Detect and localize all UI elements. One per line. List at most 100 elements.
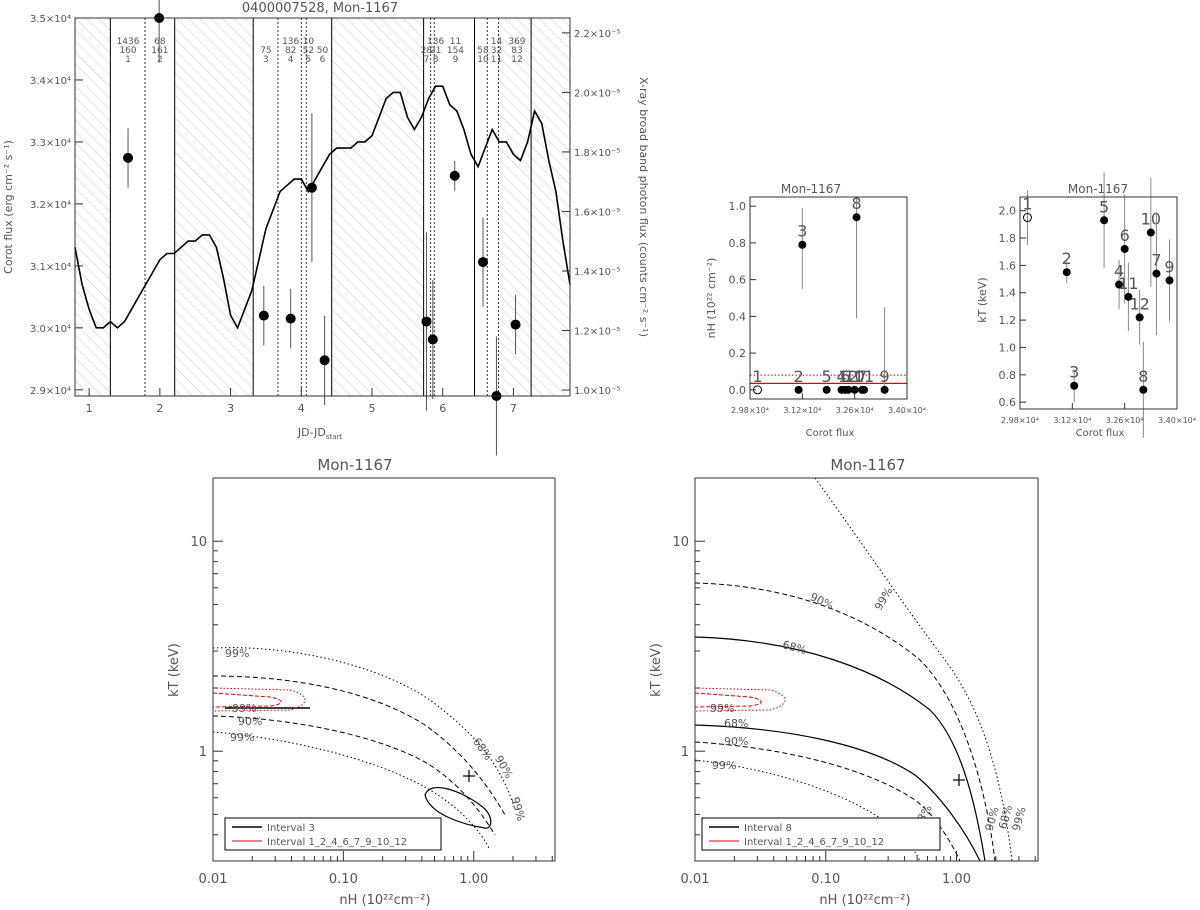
- y-tick-label: 1.0: [729, 200, 747, 213]
- kt-scatter-frame: [1019, 196, 1178, 410]
- contour8-legend: Interval 8 Interval 1_2_4_6_7_9_10_12: [701, 817, 941, 851]
- interval-label-mid: 82: [285, 46, 296, 56]
- y-tick-label: 10: [672, 535, 689, 550]
- point-7: [1152, 269, 1161, 278]
- point-11: [860, 385, 869, 394]
- point-label-10: 10: [844, 367, 864, 386]
- contour8-label-90-top: 90%: [808, 590, 836, 612]
- interval-label-mid: 32: [491, 46, 502, 56]
- y-tick-label: 1: [681, 745, 689, 760]
- contour3-99-upper: [212, 647, 516, 811]
- point-label-3: 3: [797, 222, 807, 241]
- y-tick-label: 0.8: [729, 237, 747, 250]
- point-label-10: 10: [1141, 210, 1161, 229]
- point-label-11: 11: [854, 367, 874, 386]
- contour8-label-90-low: 90%: [724, 735, 748, 748]
- contour3-curves: [212, 647, 516, 851]
- point-label-8: 8: [1138, 367, 1148, 386]
- interval-label-mid: 28: [421, 46, 433, 56]
- contour3-label-90: 90%: [238, 715, 262, 728]
- point-label-6: 6: [1120, 226, 1130, 245]
- kt-scatter-xlabel: Corot flux: [1076, 428, 1125, 439]
- y-tick-label: 10: [190, 535, 207, 550]
- contour8-red-90: [694, 692, 762, 708]
- contour8-xlabel: nH (10²²cm⁻²): [819, 893, 910, 908]
- point-label-12: 12: [1129, 294, 1149, 313]
- point-6: [1120, 244, 1129, 253]
- y-right-tick-label: 1.2×10⁻⁵: [574, 327, 620, 338]
- y-tick-label: 0.2: [729, 347, 747, 360]
- contour3-ylabel: kT (keV): [167, 643, 182, 697]
- contour8-red-curves: [694, 687, 786, 712]
- contour8-legend-item-1: Interval 8: [744, 823, 792, 834]
- point-3: [1070, 381, 1079, 390]
- x-tick-label: 7: [510, 402, 517, 415]
- contour8-label-99-low: 99%: [712, 759, 736, 772]
- x-tick-label: 1.00: [942, 872, 971, 887]
- x-tick-label: 2: [156, 402, 163, 415]
- interval-label-top: 1436: [117, 37, 140, 47]
- y-tick-label: 3.0×10⁴: [30, 324, 71, 335]
- y-tick-label: 3.5×10⁴: [30, 14, 71, 25]
- point-label-2: 2: [1062, 249, 1072, 268]
- contour8-68-upper: [694, 636, 986, 862]
- contour3-label-99-low: 99%: [230, 731, 254, 744]
- point-8: [1139, 385, 1148, 394]
- interval-label-mid: 83: [511, 46, 522, 56]
- point-5: [1100, 216, 1109, 225]
- point-label-3: 3: [1069, 363, 1079, 382]
- contour8-68-lower: [694, 724, 981, 862]
- y-tick-label: 0.6: [999, 396, 1017, 409]
- interval-label-top: 68: [154, 37, 166, 47]
- contour8-label-68-top: 68%: [781, 638, 808, 657]
- y-tick-label: 0.8: [999, 369, 1017, 382]
- contour3-best-fit: [463, 770, 475, 782]
- y-tick-label: 1.0: [999, 341, 1017, 354]
- interval-label-mid: 52: [303, 46, 314, 56]
- lightcurve-frame: [74, 17, 571, 397]
- contour3-red-90: [212, 692, 282, 708]
- point-label-4: 4: [836, 367, 846, 386]
- interval-label-mid: 161: [151, 46, 168, 56]
- x-tick-label: 0.01: [199, 872, 228, 887]
- y-tick-label: 3.4×10⁴: [30, 76, 71, 87]
- x-tick-label: 3.26×10⁴: [836, 406, 874, 415]
- contour8-90-lower: [694, 741, 961, 862]
- nh-scatter-title: Mon-1167: [781, 182, 841, 196]
- interval-label-index: 3: [263, 55, 269, 65]
- point-label-5: 5: [1099, 197, 1109, 216]
- hatched-gap-2: [174, 18, 254, 396]
- interval-label-mid: 58: [477, 46, 489, 56]
- y-tick-label: 0.0: [729, 384, 747, 397]
- contour8-frame: [694, 477, 1039, 862]
- point-label-7: 7: [857, 367, 867, 386]
- x-tick-label: 5: [369, 402, 376, 415]
- xray-point-9: [449, 170, 460, 181]
- point-label-11: 11: [1118, 274, 1138, 293]
- x-tick-label: 3.12×10⁴: [783, 406, 821, 415]
- contour3-red-curves: [212, 687, 306, 712]
- contour3-68: [424, 786, 492, 829]
- contour3-legend: Interval 3 Interval 1_2_4_6_7_9_10_12: [224, 817, 442, 851]
- interval-label-mid: 50: [317, 46, 329, 56]
- interval-label-index: 8: [433, 55, 439, 65]
- point-8: [852, 213, 861, 222]
- y-tick-label: 1.4: [999, 287, 1017, 300]
- point-2: [794, 385, 803, 394]
- contour3-red-99: [212, 687, 306, 712]
- x-tick-label: 3.40×10⁴: [1158, 416, 1196, 425]
- y-tick-label: 1: [199, 745, 207, 760]
- contour3-label-99-b: 99%: [509, 796, 528, 823]
- point-label-9: 9: [879, 367, 889, 386]
- y-tick-label: 3.1×10⁴: [30, 262, 71, 273]
- kt-scatter-title: Mon-1167: [1068, 182, 1128, 196]
- y-tick-label: 0.4: [729, 310, 747, 323]
- y-right-tick-label: 2.2×10⁻⁵: [574, 29, 620, 40]
- hatched-gap-4: [498, 18, 570, 396]
- lightcurve-ylabel-right: X-ray broad band photon flux (counts cm⁻…: [637, 77, 650, 337]
- point-10: [1146, 228, 1155, 237]
- xray-point-3: [258, 310, 269, 321]
- contour-panel-interval-8: Mon-1167 99% 90% 68% 99% 68% 90% 99% 68%…: [649, 456, 1039, 908]
